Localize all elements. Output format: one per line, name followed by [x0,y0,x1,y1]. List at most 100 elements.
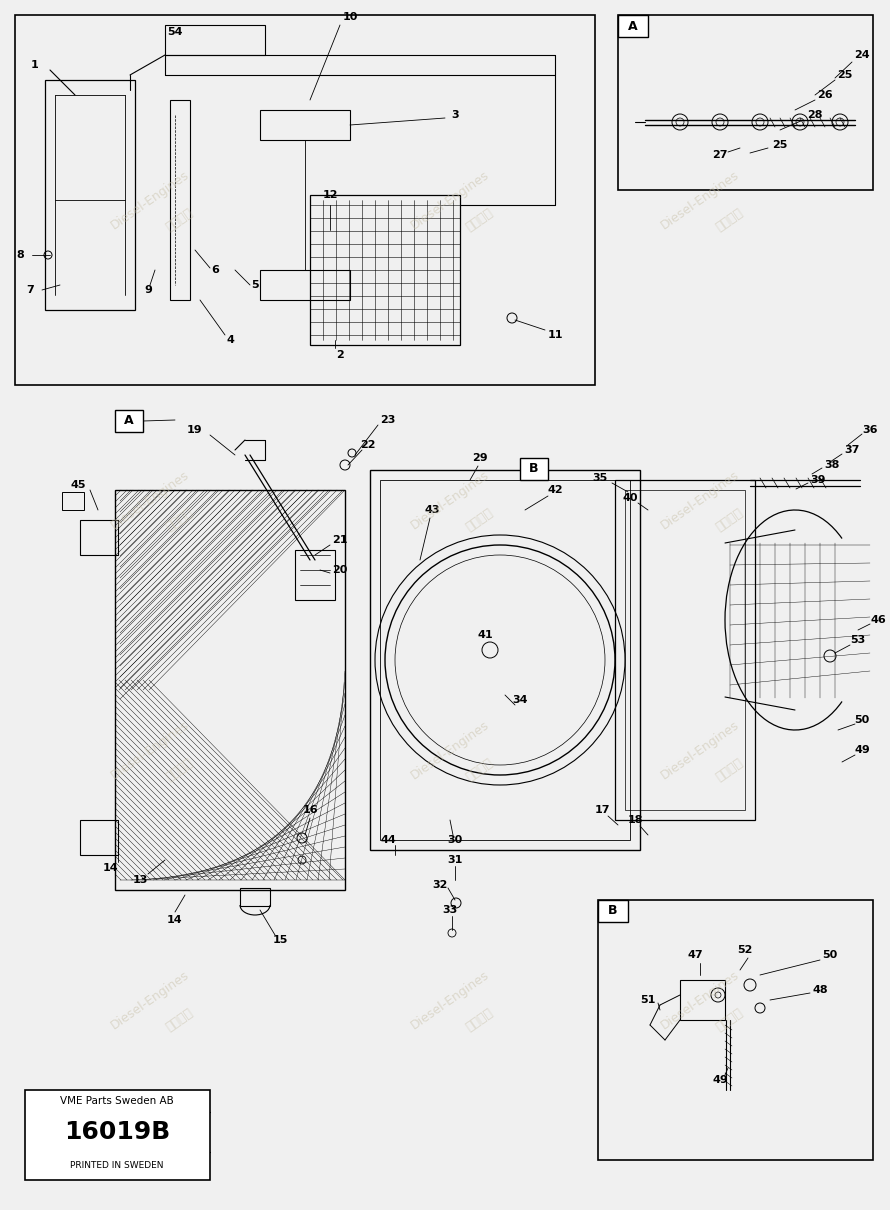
Bar [598,900,628,922]
Bar [45,80,135,310]
Text: 47: 47 [687,950,703,960]
Text: 37: 37 [845,445,860,455]
Text: 柴发动力: 柴发动力 [464,206,496,234]
Bar [115,490,345,891]
Text: Diesel-Engines: Diesel-Engines [659,719,741,782]
Text: 3: 3 [451,110,459,120]
Text: 30: 30 [448,835,463,845]
Text: 26: 26 [817,90,833,100]
Text: B: B [530,462,538,476]
Text: 49: 49 [712,1074,728,1085]
Text: 28: 28 [807,110,822,120]
Bar [310,195,460,345]
Bar [165,25,265,54]
Text: 49: 49 [854,745,870,755]
Text: 21: 21 [332,535,348,545]
Text: Diesel-Engines: Diesel-Engines [409,719,491,782]
Text: 44: 44 [380,835,396,845]
Bar [25,1090,210,1180]
Bar [295,551,335,600]
Text: 20: 20 [332,565,348,575]
Text: Diesel-Engines: Diesel-Engines [409,468,491,532]
Text: 14: 14 [167,915,182,924]
Text: 14: 14 [102,863,117,872]
Text: Diesel-Engines: Diesel-Engines [109,168,191,232]
Text: 22: 22 [360,440,376,450]
Text: 柴发动力: 柴发动力 [714,506,746,534]
Text: Diesel-Engines: Diesel-Engines [109,968,191,1032]
Bar [618,15,873,190]
Bar [260,270,350,300]
Text: 36: 36 [862,425,878,436]
Text: 19: 19 [187,425,203,436]
Bar [370,469,640,849]
Bar [618,15,648,38]
Text: 39: 39 [810,476,826,485]
Bar [598,900,873,1160]
Text: VME Parts Sweden AB: VME Parts Sweden AB [61,1096,174,1106]
Text: Diesel-Engines: Diesel-Engines [409,168,491,232]
Text: 42: 42 [547,485,562,495]
Text: 31: 31 [448,855,463,865]
Text: 52: 52 [737,945,753,955]
Bar [15,15,595,385]
Text: 柴发动力: 柴发动力 [164,756,196,784]
Text: PRINTED IN SWEDEN: PRINTED IN SWEDEN [70,1162,164,1170]
Text: 43: 43 [425,505,440,515]
Text: 41: 41 [477,630,493,640]
Bar [62,492,84,509]
Bar [115,410,143,432]
Text: 24: 24 [854,50,870,60]
Text: Diesel-Engines: Diesel-Engines [109,468,191,532]
Text: 8: 8 [16,250,24,260]
Text: 50: 50 [822,950,837,960]
Text: 51: 51 [640,995,656,1006]
Text: A: A [125,415,134,427]
Text: Diesel-Engines: Diesel-Engines [659,968,741,1032]
Text: 柴发动力: 柴发动力 [464,1006,496,1033]
Text: 40: 40 [622,492,638,503]
Bar [680,980,725,1020]
Text: 9: 9 [144,286,152,295]
Bar [520,459,548,480]
Text: 柴发动力: 柴发动力 [464,506,496,534]
Text: 23: 23 [380,415,396,425]
Text: Diesel-Engines: Diesel-Engines [409,968,491,1032]
Bar [615,480,755,820]
Bar [260,110,350,140]
Text: 6: 6 [211,265,219,275]
Text: 7: 7 [26,286,34,295]
Bar [170,100,190,300]
Text: 柴发动力: 柴发动力 [164,506,196,534]
Text: 29: 29 [473,453,488,463]
Text: 25: 25 [837,70,853,80]
Text: 1: 1 [31,60,39,70]
Text: 12: 12 [322,190,337,200]
Text: 5: 5 [251,280,259,290]
Text: 2: 2 [336,350,344,361]
Bar [80,520,118,555]
Text: 38: 38 [824,460,839,469]
Text: 18: 18 [627,816,643,825]
Text: 48: 48 [813,985,828,995]
Text: 16: 16 [303,805,318,816]
Text: Diesel-Engines: Diesel-Engines [659,168,741,232]
Bar [240,888,270,906]
Text: 柴发动力: 柴发动力 [714,1006,746,1033]
Text: 15: 15 [272,935,287,945]
Text: 16019B: 16019B [64,1120,170,1143]
Bar [625,490,745,809]
Bar [80,820,118,855]
Bar [380,480,630,840]
Text: 柴发动力: 柴发动力 [164,1006,196,1033]
Text: 35: 35 [593,473,608,483]
Text: 25: 25 [773,140,788,150]
Text: 10: 10 [343,12,358,22]
Text: 柴发动力: 柴发动力 [714,756,746,784]
Text: B: B [608,905,618,917]
Text: 柴发动力: 柴发动力 [714,206,746,234]
Text: Diesel-Engines: Diesel-Engines [109,719,191,782]
Text: 33: 33 [442,905,457,915]
Text: 11: 11 [547,330,562,340]
Text: 53: 53 [850,635,866,645]
